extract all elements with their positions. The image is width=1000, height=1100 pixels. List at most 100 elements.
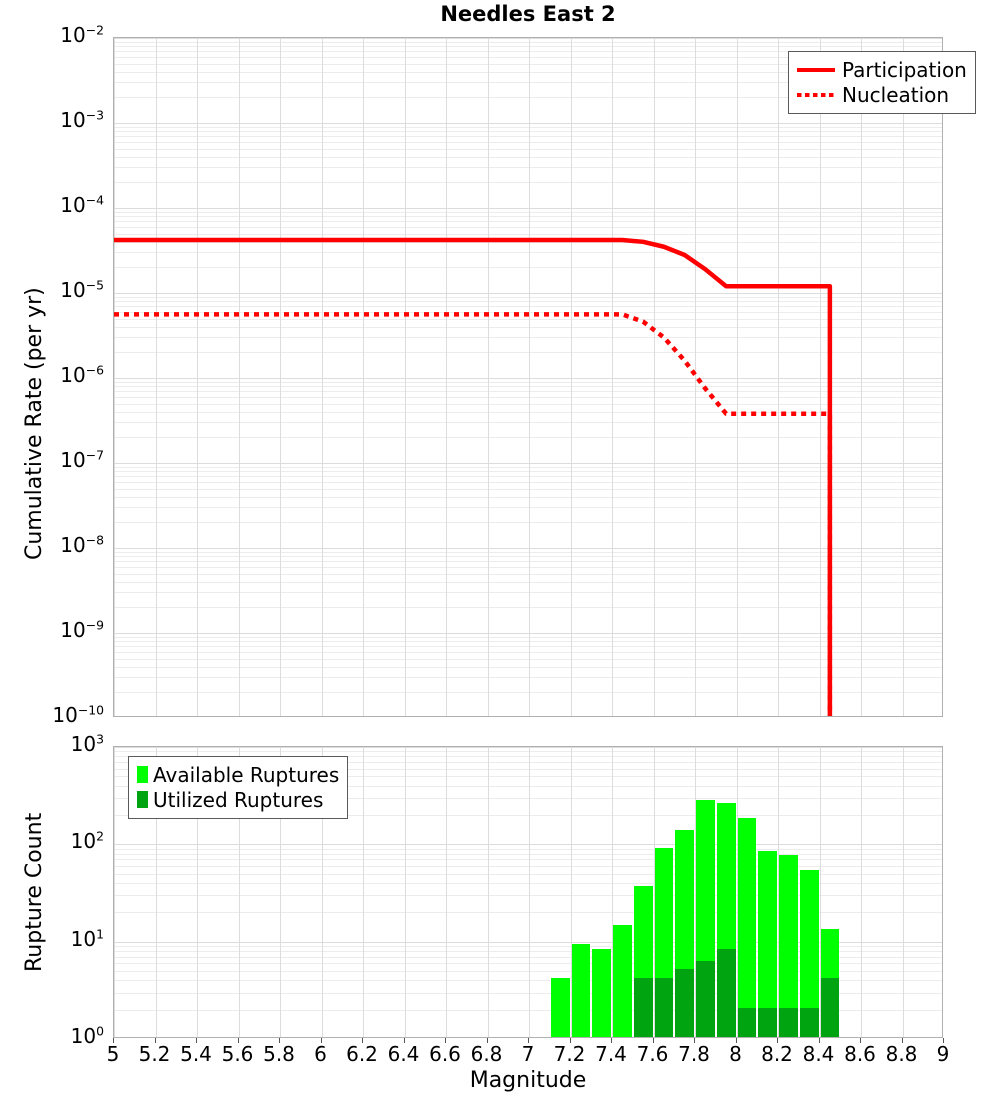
- gridline-horizontal: [114, 776, 942, 778]
- gridline-vertical: [570, 747, 572, 1037]
- histogram-bar: [820, 747, 840, 1037]
- histogram-bar: [675, 747, 694, 1037]
- gridline-vertical: [902, 747, 904, 1037]
- x-tick-mark: [279, 1038, 280, 1043]
- utilized-ruptures-bar: [633, 978, 653, 1037]
- gridline-vertical: [861, 747, 862, 1037]
- utilized-ruptures-bar: [820, 978, 840, 1037]
- gridline-vertical: [736, 38, 738, 716]
- histogram-bar: [799, 747, 819, 1037]
- gridline-horizontal: [114, 306, 942, 308]
- gridline-horizontal: [114, 396, 942, 398]
- top-panel-legend: Participation Nucleation: [788, 51, 976, 114]
- gridline-horizontal: [114, 381, 942, 383]
- x-tick-label: 7.8: [678, 1042, 710, 1066]
- gridline-horizontal: [114, 391, 942, 393]
- gridline-horizontal: [114, 51, 942, 53]
- histogram-bar: [758, 747, 777, 1037]
- x-tick-label: 8.2: [761, 1042, 793, 1066]
- x-tick-label: 5.8: [263, 1042, 295, 1066]
- x-tick-label: 5.4: [180, 1042, 212, 1066]
- gridline-horizontal: [114, 566, 942, 568]
- gridline-vertical: [404, 747, 406, 1037]
- nucleation-curve: [114, 312, 833, 716]
- gridline-horizontal: [114, 466, 942, 468]
- gridline-vertical: [238, 38, 240, 716]
- available-ruptures-bar: [571, 944, 591, 1037]
- gridline-horizontal: [114, 63, 942, 65]
- gridline-horizontal: [114, 946, 942, 948]
- gridline-horizontal: [114, 411, 942, 413]
- utilized-ruptures-bar: [675, 968, 694, 1037]
- histogram-bar: [696, 747, 715, 1037]
- x-tick-label: 8.8: [885, 1042, 918, 1066]
- gridline-horizontal: [114, 378, 942, 379]
- gridline-horizontal: [114, 951, 942, 953]
- gridline-vertical: [280, 747, 281, 1037]
- gridline-vertical: [736, 747, 738, 1037]
- x-tick-mark: [445, 1038, 446, 1043]
- gridline-horizontal: [114, 751, 942, 753]
- x-tick-mark: [735, 1038, 737, 1043]
- gridline-horizontal: [114, 156, 942, 158]
- gridline-horizontal: [114, 865, 942, 867]
- x-axis-title: Magnitude: [469, 1068, 587, 1093]
- legend-item-utilized-ruptures: Utilized Ruptures: [137, 787, 339, 812]
- legend-item-available-ruptures: Available Ruptures: [137, 762, 339, 787]
- gridline-horizontal: [114, 167, 942, 169]
- x-tick-label: 5: [106, 1042, 120, 1066]
- utilized-ruptures-swatch-icon: [137, 791, 148, 808]
- gridline-horizontal: [114, 488, 942, 490]
- x-tick-label: 5.6: [221, 1042, 254, 1066]
- x-tick-mark: [777, 1038, 778, 1043]
- gridline-horizontal: [114, 97, 942, 99]
- utilized-ruptures-bar: [779, 1007, 798, 1037]
- y-tick-label-rate: 10−3: [60, 107, 104, 132]
- utilized-ruptures-bar: [696, 961, 715, 1037]
- x-tick-label: 8.6: [844, 1042, 876, 1066]
- gridline-horizontal: [114, 651, 942, 653]
- gridline-horizontal: [114, 848, 942, 850]
- gridline-horizontal: [114, 148, 942, 150]
- gridline-vertical: [902, 38, 904, 716]
- legend-item-nucleation: Nucleation: [797, 82, 967, 107]
- gridline-horizontal: [114, 692, 942, 694]
- gridline-horizontal: [114, 233, 942, 235]
- x-tick-mark: [611, 1038, 612, 1043]
- gridline-horizontal: [114, 136, 942, 138]
- gridline-horizontal: [114, 956, 942, 958]
- gridline-horizontal: [114, 980, 942, 982]
- gridline-horizontal: [114, 476, 942, 478]
- available-ruptures-bar: [799, 869, 819, 1037]
- gridline-horizontal: [114, 507, 942, 509]
- x-tick-mark: [943, 1038, 944, 1043]
- gridline-vertical: [653, 747, 655, 1037]
- gridline-horizontal: [114, 326, 942, 328]
- gridline-horizontal: [114, 633, 942, 634]
- x-tick-label: 6.2: [346, 1042, 378, 1066]
- x-tick-label: 9: [936, 1042, 950, 1066]
- available-ruptures-bar: [613, 925, 632, 1037]
- gridline-horizontal: [114, 216, 942, 218]
- available-ruptures-bar: [550, 978, 570, 1037]
- x-tick-mark: [486, 1038, 488, 1043]
- gridline-horizontal: [114, 666, 942, 668]
- cumulative-rate-plot: [113, 37, 943, 717]
- gridline-vertical: [612, 38, 613, 716]
- gridline-horizontal: [114, 573, 942, 575]
- x-tick-label: 8: [729, 1042, 742, 1066]
- x-tick-label: 7.6: [636, 1042, 669, 1066]
- gridline-horizontal: [114, 301, 942, 303]
- gridline-horizontal: [114, 226, 942, 228]
- x-tick-mark: [154, 1038, 156, 1043]
- histogram-bar: [550, 747, 570, 1037]
- gridline-horizontal: [114, 82, 942, 84]
- bottom-panel-legend: Available Ruptures Utilized Ruptures: [128, 756, 349, 819]
- gridline-horizontal: [114, 581, 942, 583]
- gridline-horizontal: [114, 403, 942, 405]
- gridline-vertical: [529, 38, 530, 716]
- gridline-vertical: [280, 38, 281, 716]
- gridline-vertical: [487, 38, 489, 716]
- y-tick-label-rate: 10−8: [60, 532, 104, 557]
